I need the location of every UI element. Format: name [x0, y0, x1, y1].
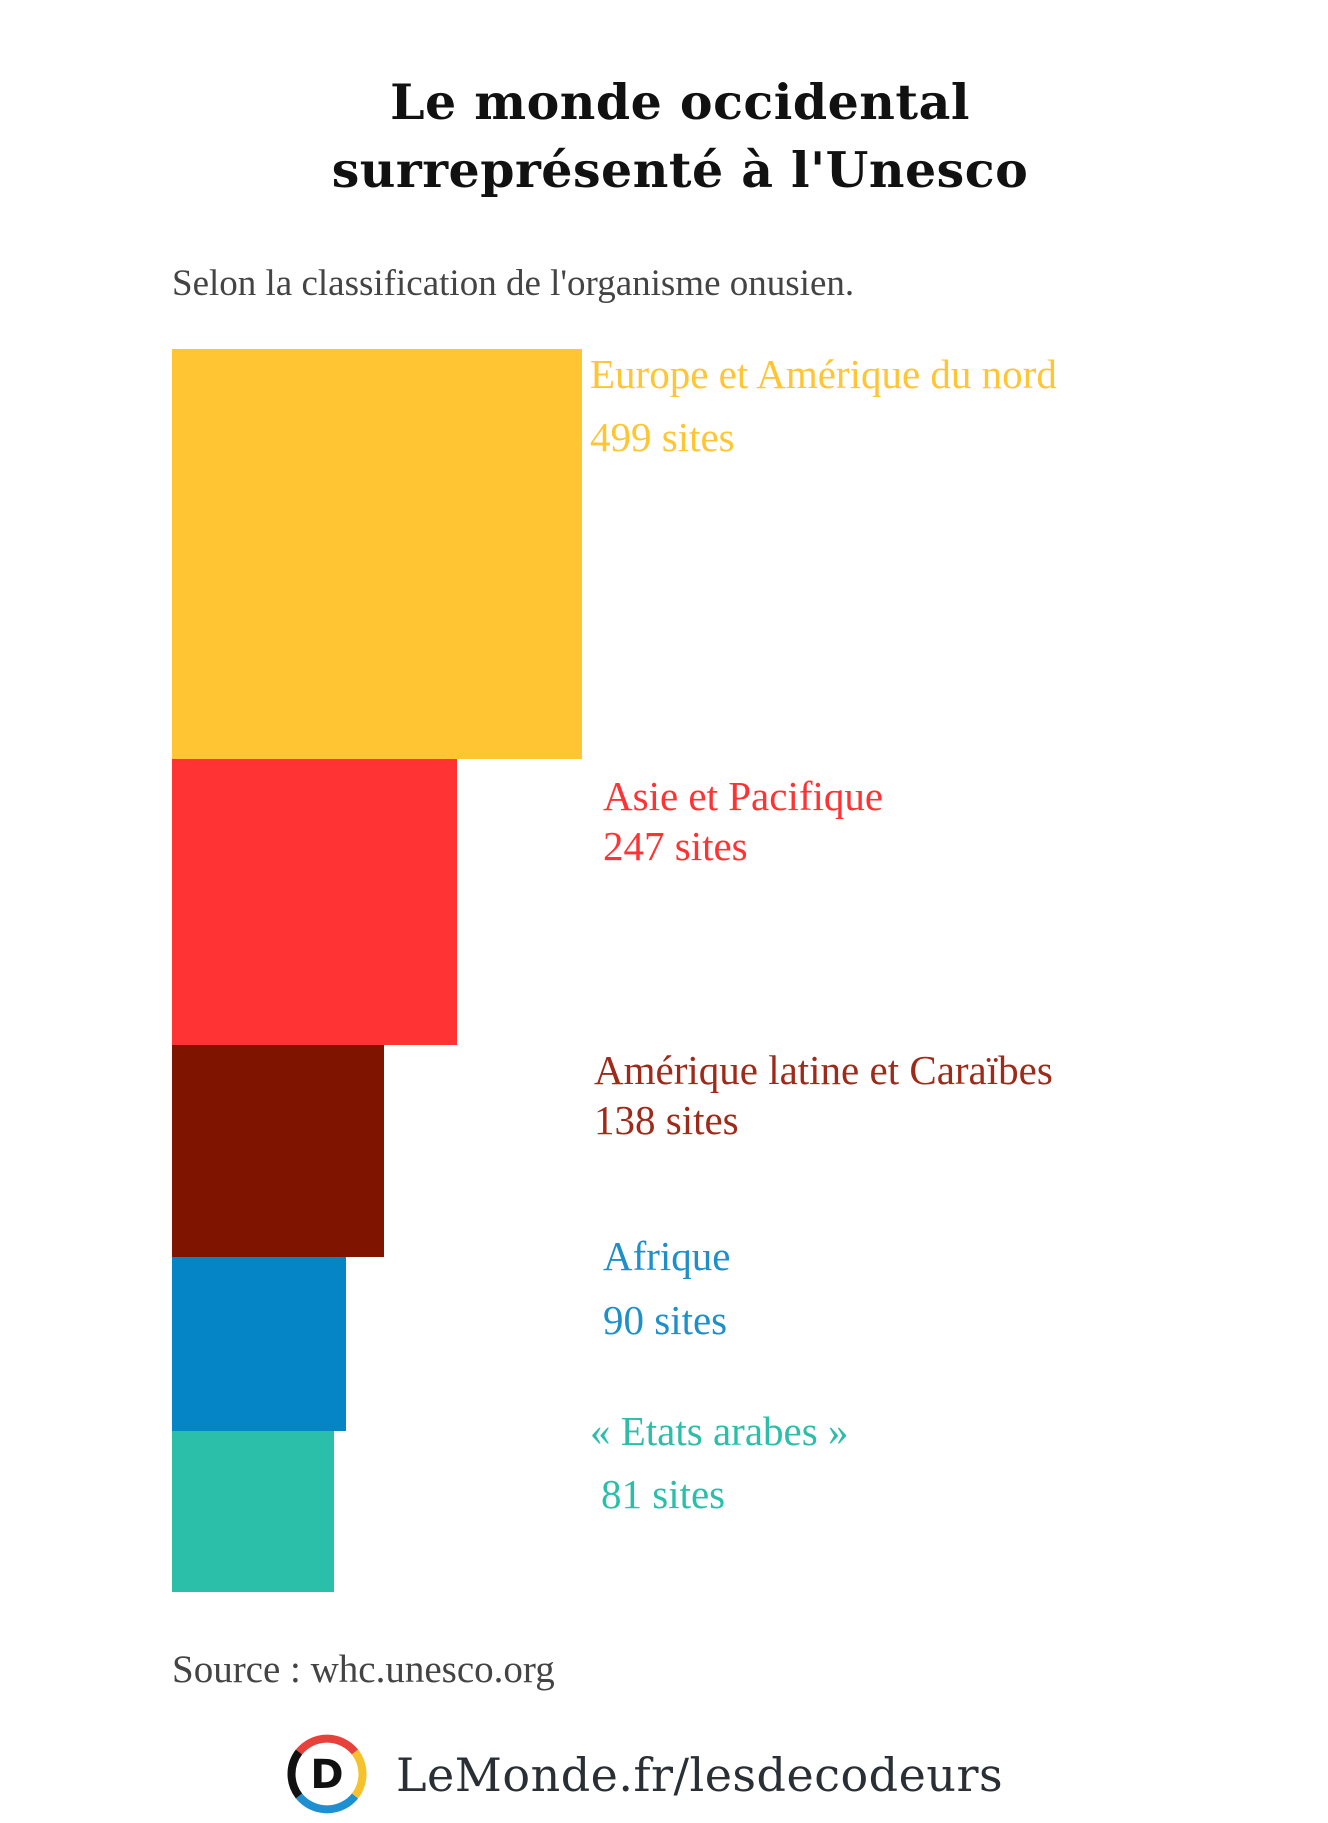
value-arab-states: 81 sites — [601, 1471, 726, 1517]
title-line-2: surreprésenté à l'Unesco — [331, 141, 1029, 199]
value-africa: 90 sites — [603, 1297, 728, 1343]
brand-link[interactable]: LeMonde.fr/lesdecodeurs — [396, 1748, 1004, 1802]
decodeurs-logo-icon: D — [283, 1730, 371, 1818]
source-note: Source : whc.unesco.org — [172, 1648, 555, 1691]
value-europe-north-america: 499 sites — [590, 414, 735, 460]
label-africa: Afrique — [603, 1233, 731, 1279]
bar-asia-pacific — [172, 759, 457, 1045]
label-europe-north-america: Europe et Amérique du nord — [590, 351, 1057, 397]
bar-africa — [172, 1257, 346, 1431]
label-asia-pacific: Asie et Pacifique — [603, 773, 884, 819]
value-asia-pacific: 247 sites — [603, 823, 748, 869]
label-arab-states: « Etats arabes » — [590, 1408, 849, 1454]
chart-title: Le monde occidental surreprésenté à l'Un… — [0, 68, 1328, 204]
bar-arab-states — [172, 1431, 334, 1592]
bar-latin-america-caribbean — [172, 1045, 384, 1257]
title-line-1: Le monde occidental — [390, 73, 970, 131]
label-latin-america-caribbean: Amérique latine et Caraïbes — [594, 1047, 1053, 1093]
value-latin-america-caribbean: 138 sites — [594, 1097, 739, 1143]
svg-text:D: D — [310, 1752, 343, 1798]
chart-subtitle: Selon la classification de l'organisme o… — [172, 263, 855, 304]
bar-europe-north-america — [172, 349, 582, 759]
